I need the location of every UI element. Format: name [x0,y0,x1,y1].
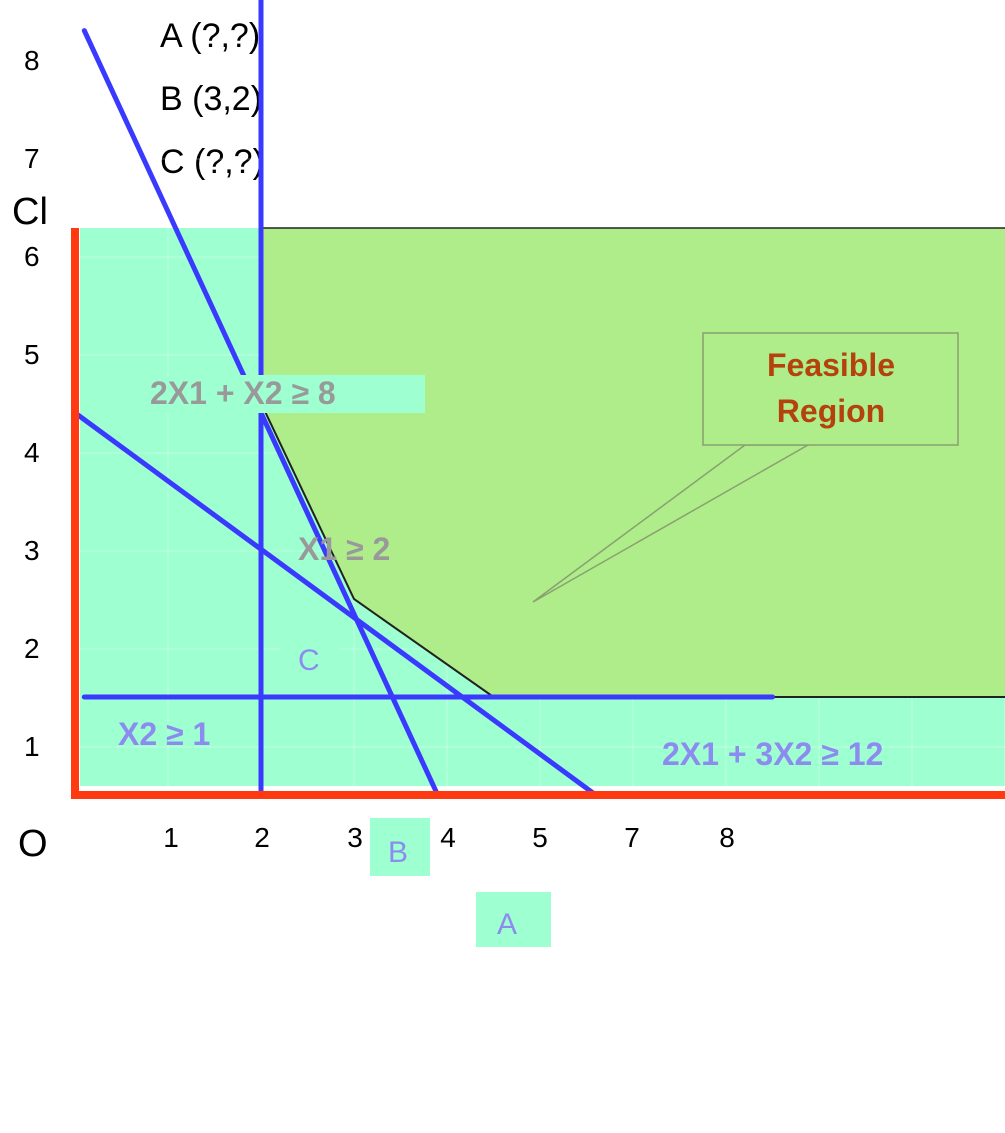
vertex-a-box [476,892,551,947]
feasible-label-line1: Feasible [767,347,895,383]
vertex-c-box [280,636,340,681]
x-tick-label: 7 [624,822,640,853]
constraint-label-4: X2 ≥ 1 [118,716,210,752]
x-tick-label: 3 [347,822,363,853]
y-tick-label: 4 [24,437,40,468]
y-tick-label: 8 [24,45,40,76]
vertex-c-label: C [298,644,320,677]
y-tick-label: 3 [24,535,40,566]
vertex-a-label: A [497,908,517,941]
x-tick-label: 1 [163,822,179,853]
callout-box [702,332,959,446]
point-b-label: B (3,2) [160,80,263,118]
constraint-label-1: 2X1 + X2 ≥ 8 [150,375,336,411]
vertex-b-label: B [388,836,408,869]
constraint-line-2 [72,410,599,798]
x-tick-label: 5 [532,822,548,853]
tick-labels: 1 2 3 4 5 7 8 1 2 3 4 5 6 7 8 [24,45,735,853]
feasible-label-line2: Region [777,393,885,429]
y-tick-label: 6 [24,241,40,272]
y-axis-label: Cl [12,191,48,233]
y-tick-label: 7 [24,143,40,174]
y-tick-label: 1 [24,731,40,762]
point-a-label: A (?,?) [160,17,261,55]
x-tick-label: 4 [440,822,456,853]
vertex-b-box [370,818,430,876]
constraint-label-2: 2X1 + 3X2 ≥ 12 [662,736,883,772]
point-c-label: C (?,?) [160,143,264,181]
constraint-label-3: X1 ≥ 2 [298,531,390,567]
origin-label: O [18,823,48,865]
point-list: A (?,?) B (3,2) C (?,?) [160,14,264,203]
x-tick-label: 2 [254,822,270,853]
y-tick-label: 5 [24,339,40,370]
label-bg [150,375,425,413]
x-tick-label: 8 [719,822,735,853]
y-tick-label: 2 [24,633,40,664]
